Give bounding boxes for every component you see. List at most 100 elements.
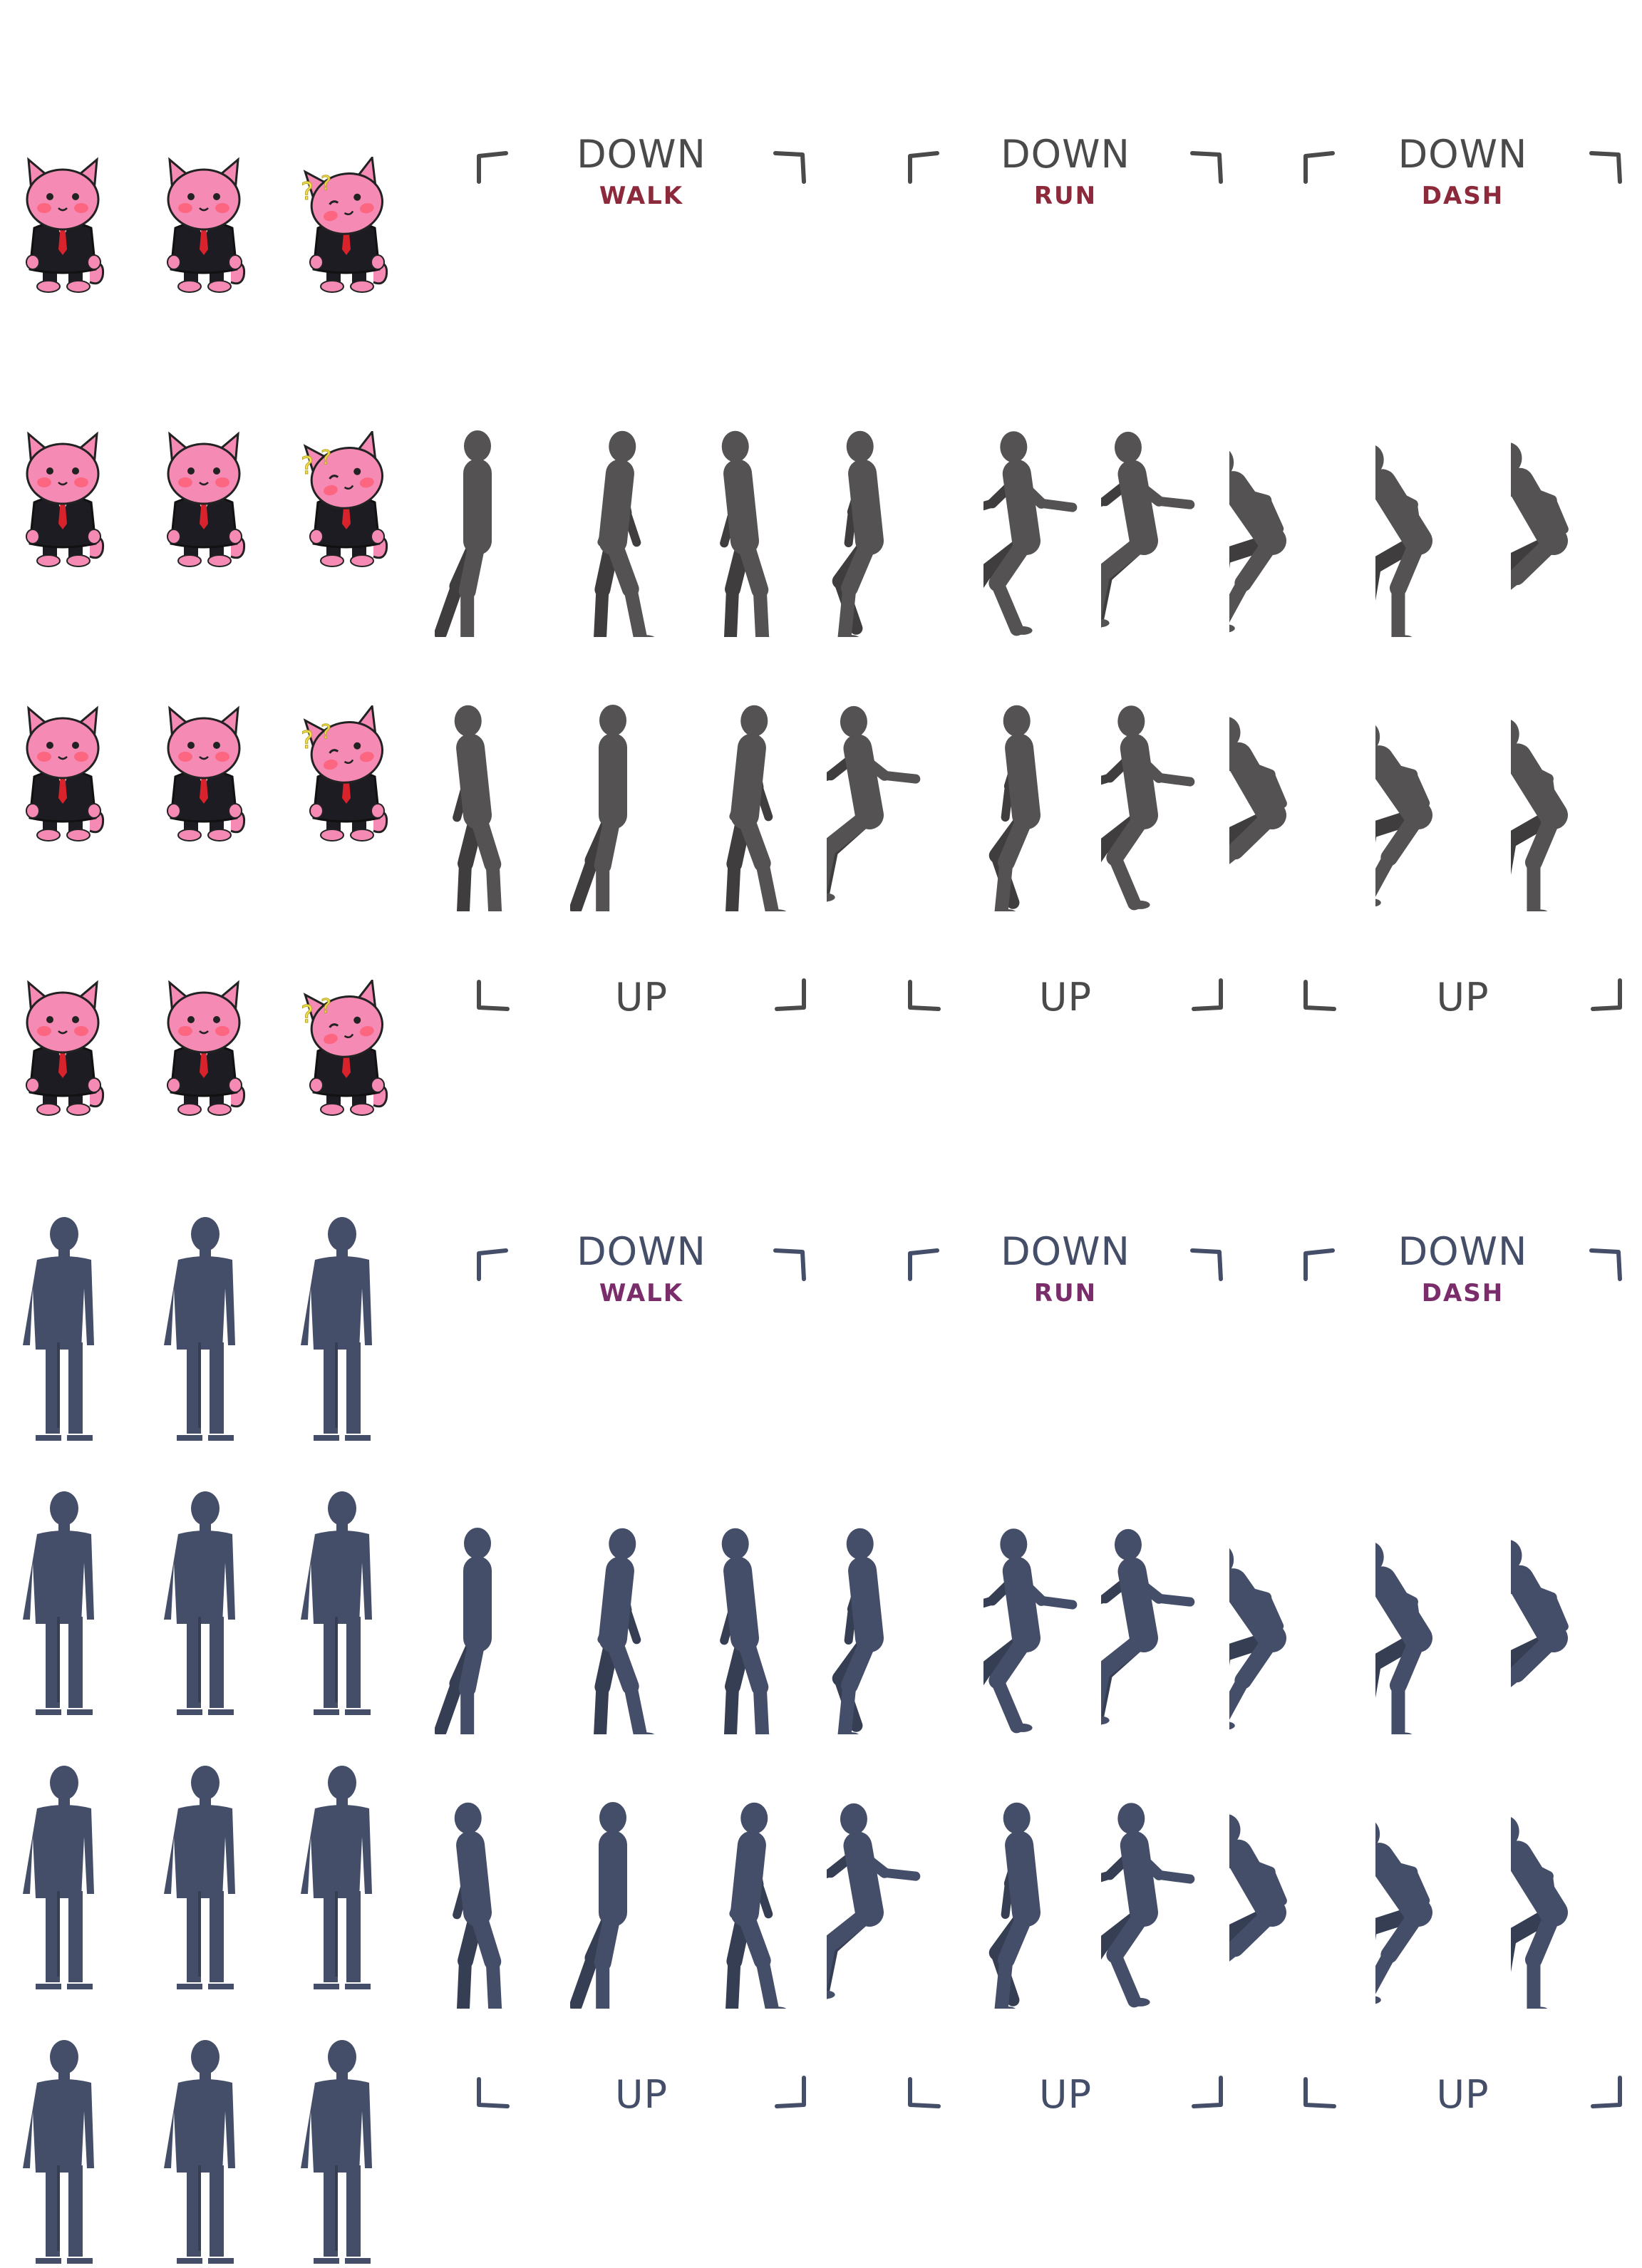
- mode-label: DASH: [1340, 1281, 1586, 1305]
- standing-silhouette-sprite: [21, 1759, 114, 1994]
- cat-idle-sprite: [21, 431, 114, 581]
- direction-label: DOWN: [513, 1233, 770, 1271]
- direction-label: DOWN: [944, 135, 1187, 174]
- question-mark-icon: ?: [301, 726, 314, 755]
- standing-silhouette-sprite: [299, 1210, 392, 1445]
- question-mark-icon: ?: [321, 445, 331, 469]
- cat-idle-sprite: [21, 157, 114, 306]
- bracket-top-right: [1187, 1243, 1229, 1286]
- dash-frame-sprite: [1375, 409, 1482, 637]
- run-frame-sprite: [983, 409, 1090, 637]
- animation-header: DOWN DASH: [1340, 1233, 1586, 1305]
- animation-header: UP: [944, 2076, 1187, 2114]
- dash-frame-sprite: [1511, 1781, 1618, 2009]
- direction-label: DOWN: [1340, 135, 1586, 174]
- bracket-top-left: [902, 1243, 944, 1286]
- dash-frame-sprite: [1375, 1781, 1482, 2009]
- bracket-top-left: [470, 146, 513, 189]
- standing-silhouette-sprite: [21, 1210, 114, 1445]
- cat-idle-sprite: [21, 705, 114, 855]
- run-frame-sprite: [983, 1781, 1090, 2009]
- animation-header: UP: [1340, 978, 1586, 1017]
- question-mark-icon: ?: [321, 171, 331, 195]
- mode-label: RUN: [944, 1281, 1187, 1305]
- dash-frame-sprite: [1511, 683, 1618, 911]
- direction-label: UP: [944, 2076, 1187, 2114]
- bracket-top-right: [1586, 1243, 1628, 1286]
- bracket-top-left: [1297, 146, 1340, 189]
- walk-frame-sprite: [702, 1781, 809, 2009]
- question-mark-icon: ?: [301, 1000, 314, 1029]
- bracket-bottom-left: [902, 976, 944, 1019]
- bracket-top-left: [1297, 1243, 1340, 1286]
- run-frame-sprite: [1101, 409, 1208, 637]
- bracket-top-right: [1586, 146, 1628, 189]
- direction-label: DOWN: [1340, 1233, 1586, 1271]
- animation-header: DOWN RUN: [944, 1233, 1187, 1305]
- run-frame-sprite: [827, 1506, 934, 1734]
- walk-frame-sprite: [570, 409, 677, 637]
- run-frame-sprite: [1101, 683, 1208, 911]
- walk-frame-sprite: [702, 409, 809, 637]
- walk-frame-sprite: [435, 409, 542, 637]
- standing-silhouette-sprite: [299, 2033, 392, 2268]
- direction-label: UP: [944, 978, 1187, 1017]
- walk-frame-sprite: [570, 1506, 677, 1734]
- run-frame-sprite: [983, 683, 1090, 911]
- dash-frame-sprite: [1375, 1506, 1482, 1734]
- confused-cat-sprite: ??: [299, 157, 392, 306]
- bracket-bottom-left: [470, 2073, 513, 2116]
- direction-label: DOWN: [944, 1233, 1187, 1271]
- question-mark-icon: ?: [301, 177, 314, 206]
- confused-cat-sprite: ??: [299, 705, 392, 855]
- bracket-top-right: [770, 146, 812, 189]
- run-frame-sprite: [1101, 1506, 1208, 1734]
- walk-frame-sprite: [702, 1506, 809, 1734]
- cat-idle-sprite: [21, 980, 114, 1129]
- walk-frame-sprite: [435, 1781, 542, 2009]
- animation-header: UP: [513, 2076, 770, 2114]
- bracket-bottom-left: [902, 2073, 944, 2116]
- mode-label: WALK: [513, 1281, 770, 1305]
- animation-header: DOWN WALK: [513, 1233, 770, 1305]
- standing-silhouette-sprite: [162, 1759, 255, 1994]
- walk-frame-sprite: [702, 683, 809, 911]
- mode-label: RUN: [944, 184, 1187, 208]
- standing-silhouette-sprite: [21, 1484, 114, 1719]
- run-frame-sprite: [827, 409, 934, 637]
- bracket-top-right: [1187, 146, 1229, 189]
- question-mark-icon: ?: [301, 452, 314, 480]
- standing-silhouette-sprite: [162, 1210, 255, 1445]
- bracket-bottom-right: [1187, 2073, 1229, 2116]
- question-mark-icon: ?: [321, 720, 331, 743]
- run-frame-sprite: [827, 683, 934, 911]
- question-mark-icon: ?: [321, 994, 331, 1018]
- bracket-bottom-left: [470, 976, 513, 1019]
- bracket-bottom-right: [1586, 2073, 1628, 2116]
- dash-frame-sprite: [1229, 683, 1336, 911]
- cat-idle-sprite: [162, 705, 255, 855]
- dash-frame-sprite: [1375, 683, 1482, 911]
- standing-silhouette-sprite: [299, 1484, 392, 1719]
- dash-frame-sprite: [1511, 1506, 1618, 1734]
- direction-label: DOWN: [513, 135, 770, 174]
- confused-cat-sprite: ??: [299, 980, 392, 1129]
- direction-label: UP: [1340, 2076, 1586, 2114]
- direction-label: UP: [1340, 978, 1586, 1017]
- standing-silhouette-sprite: [162, 2033, 255, 2268]
- standing-silhouette-sprite: [299, 1759, 392, 1994]
- direction-label: UP: [513, 2076, 770, 2114]
- direction-label: UP: [513, 978, 770, 1017]
- walk-frame-sprite: [435, 1506, 542, 1734]
- animation-header: DOWN RUN: [944, 135, 1187, 208]
- dash-frame-sprite: [1229, 1781, 1336, 2009]
- run-frame-sprite: [1101, 1781, 1208, 2009]
- bracket-bottom-right: [770, 2073, 812, 2116]
- bracket-top-left: [902, 146, 944, 189]
- standing-silhouette-sprite: [162, 1484, 255, 1719]
- walk-frame-sprite: [570, 683, 677, 911]
- cat-idle-sprite: [162, 980, 255, 1129]
